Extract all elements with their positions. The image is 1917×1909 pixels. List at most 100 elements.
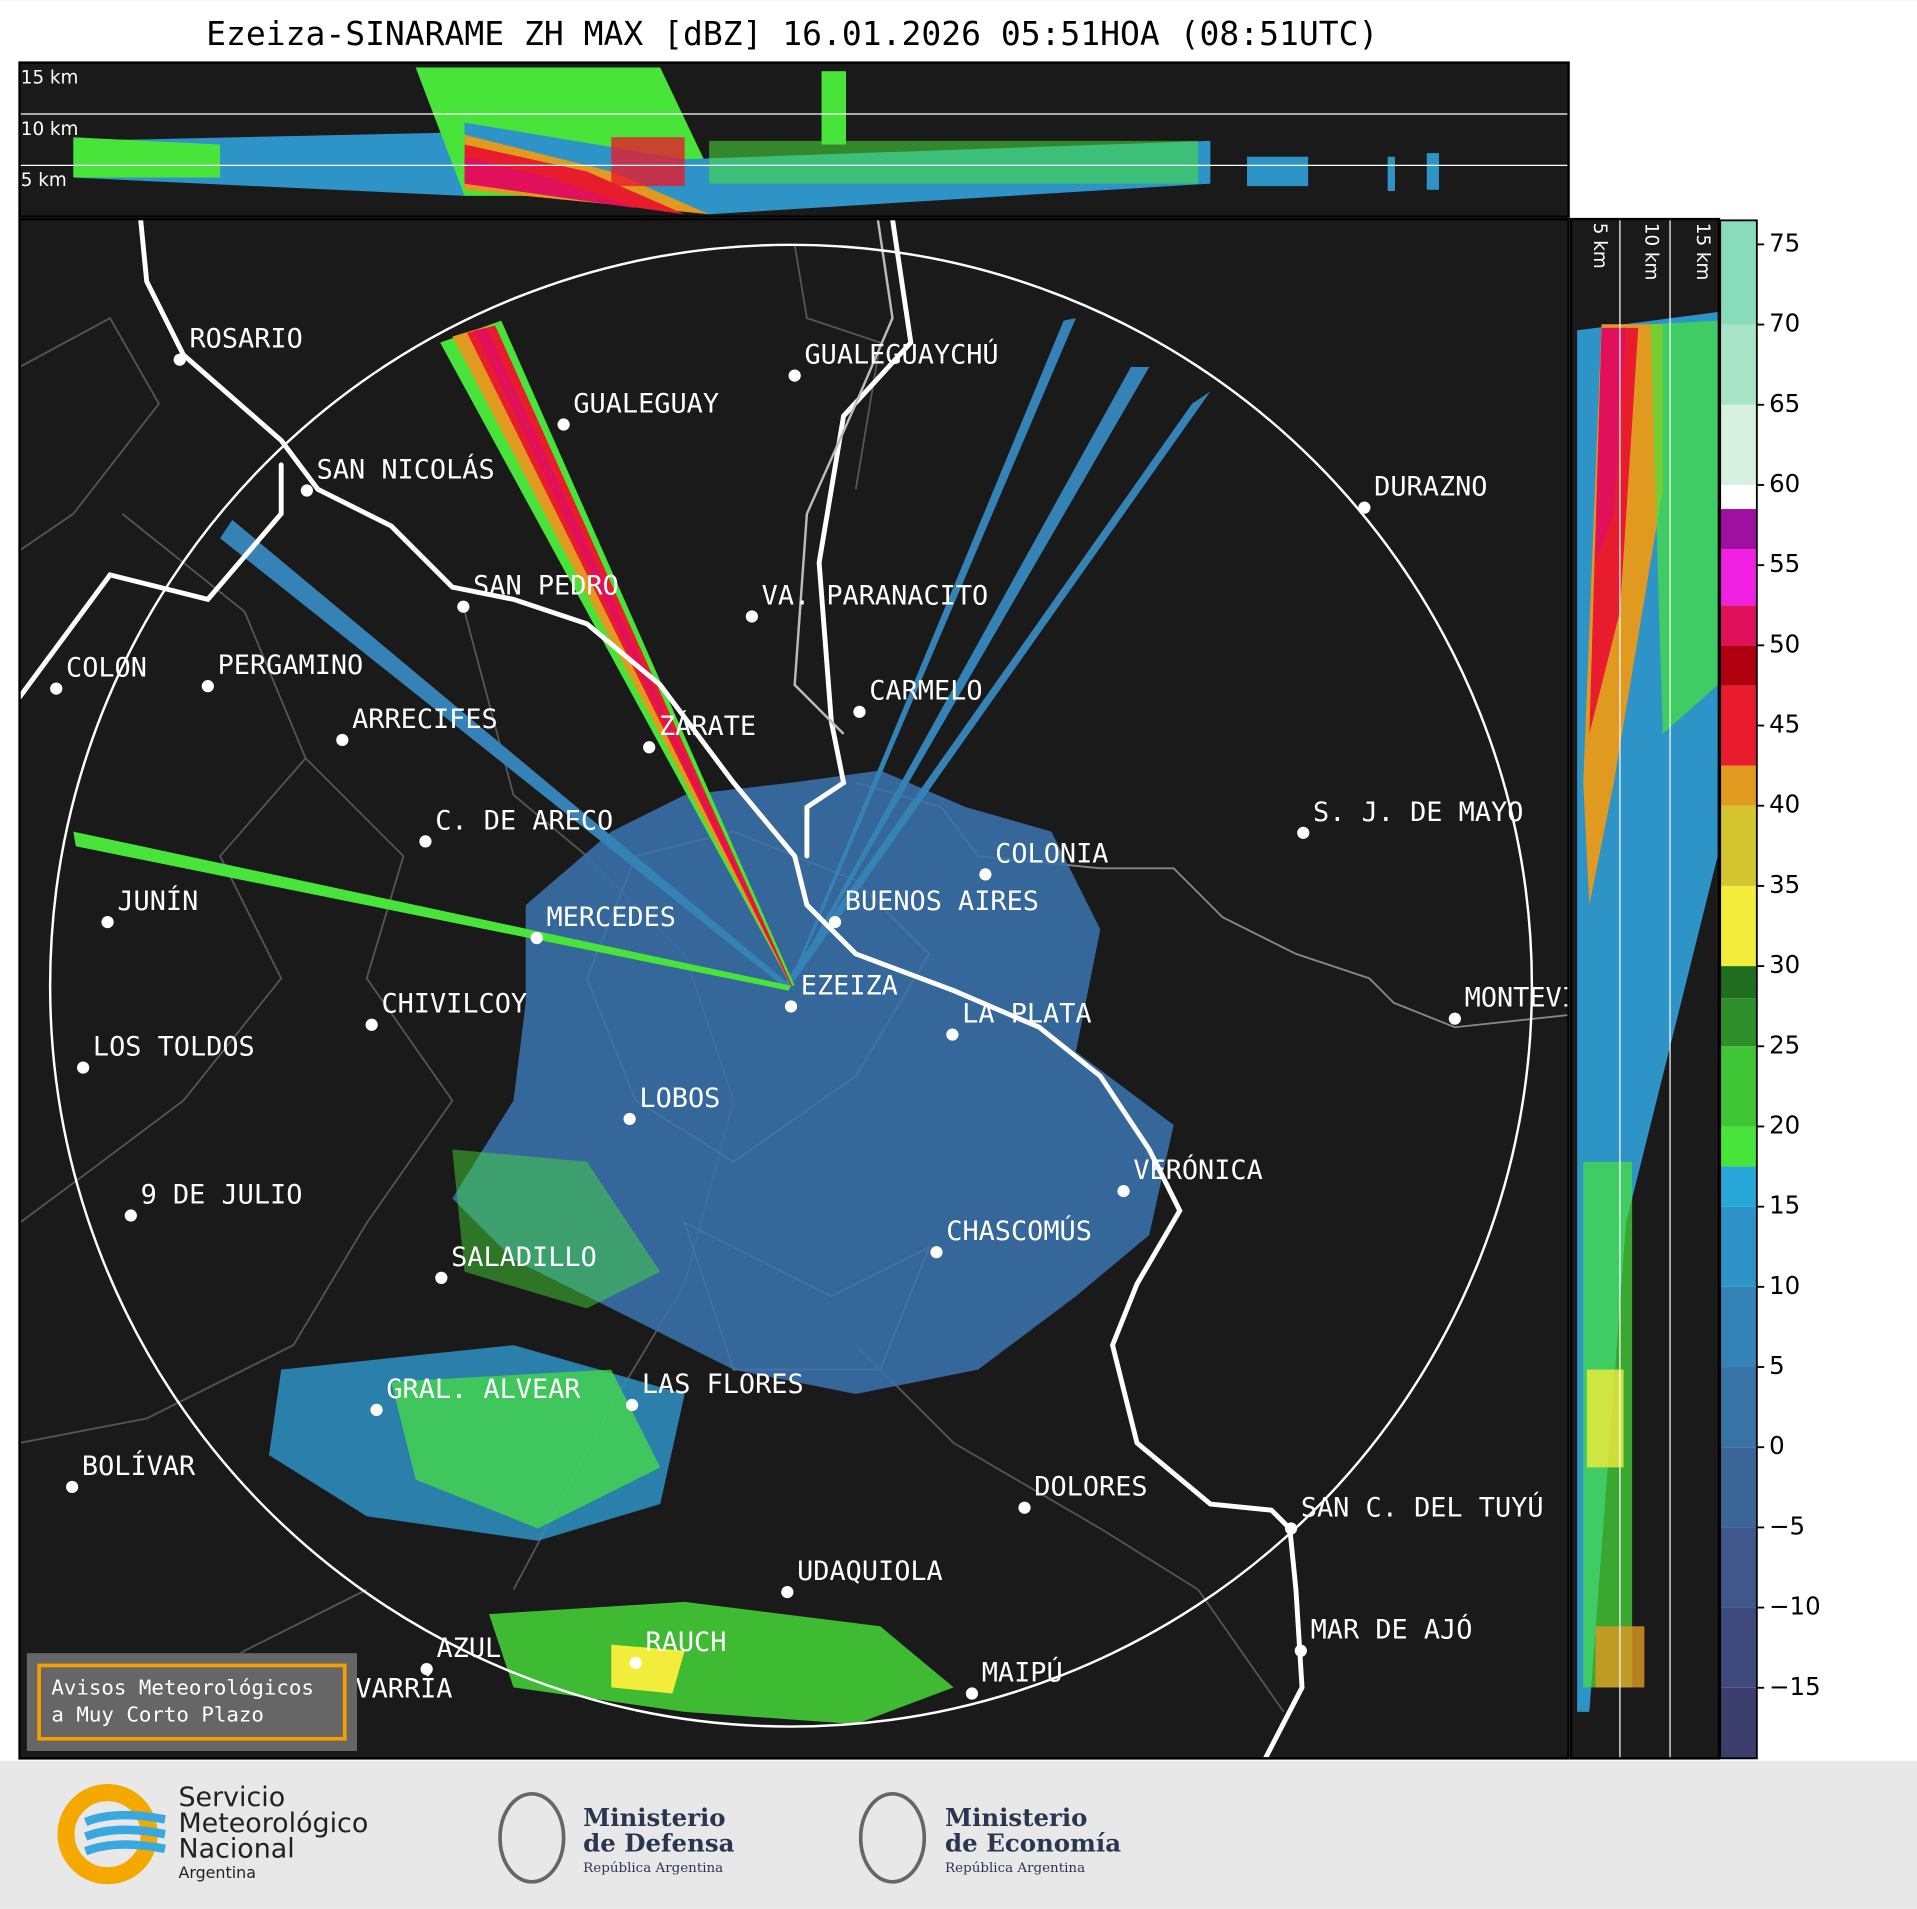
- height-label: 10 km: [1640, 223, 1661, 281]
- city-label: S. J. DE MAYO: [1313, 797, 1523, 828]
- city-label: ROSARIO: [189, 324, 302, 355]
- colorbar-tick-label: 5: [1769, 1351, 1785, 1380]
- city-dot: [557, 418, 570, 431]
- logo-text: de Economía: [945, 1829, 1121, 1858]
- city-dot: [336, 733, 349, 747]
- city-label: LA PLATA: [962, 999, 1091, 1030]
- colorbar-band: [1720, 404, 1757, 485]
- city-label: 9 DE JULIO: [141, 1179, 303, 1210]
- colorbar-band: [1720, 1367, 1757, 1448]
- city-label: MAR DE AJÓ: [1311, 1614, 1473, 1646]
- city-label: RAUCH: [646, 1627, 727, 1658]
- city-label: LAS FLORES: [642, 1369, 804, 1400]
- city-label: MAIPÚ: [982, 1656, 1063, 1688]
- city-label: SAN NICOLÁS: [317, 453, 495, 485]
- top-section: [19, 62, 1569, 217]
- colorbar-band: [1720, 1206, 1757, 1287]
- city-dot: [788, 369, 801, 382]
- defensa-logo: Ministerio de Defensa República Argentin…: [498, 1791, 735, 1884]
- map-frame: [18, 217, 1570, 1760]
- height-label: 5 km: [21, 170, 67, 191]
- city-dot: [419, 835, 432, 848]
- colorbar-band: [1720, 220, 1757, 325]
- logo-text: Argentina: [178, 1863, 255, 1882]
- colorbar-band: [1720, 484, 1757, 510]
- city-label: ZÁRATE: [659, 710, 756, 742]
- city-dot: [745, 610, 758, 623]
- city-dot: [1358, 501, 1371, 514]
- colorbar-band: [1720, 765, 1757, 806]
- city-label: COLON: [66, 653, 147, 684]
- city-label: MERCEDES: [546, 902, 675, 933]
- top-frame: [18, 61, 1570, 218]
- city-dot: [370, 1403, 383, 1417]
- map: ROSARIO GUALEGUAYCHÚ GUALEGUAY SAN NICOLÁS D…: [19, 219, 1569, 1759]
- city-dot: [781, 1585, 794, 1599]
- city-label: SAN C. DEL TUYÚ: [1301, 1491, 1544, 1523]
- city-dot: [1117, 1184, 1130, 1198]
- colorbar-band: [1720, 998, 1757, 1047]
- city-dot: [623, 1112, 636, 1126]
- colorbar-tick-label: 55: [1769, 549, 1800, 578]
- city-label: DOLORES: [1034, 1472, 1147, 1503]
- city-dot: [365, 1018, 378, 1031]
- city-label: JUNÍN: [117, 885, 198, 917]
- height-label: 10 km: [21, 119, 79, 140]
- logo-text: Meteorológico: [178, 1808, 368, 1839]
- city-label: VA. PARANACITO: [762, 580, 989, 611]
- economia-logo: Ministerio de Economía República Argenti…: [858, 1791, 1121, 1884]
- side-frame: [1569, 217, 1721, 1760]
- colorbar-tick-label: −5: [1769, 1511, 1805, 1540]
- colorbar-band: [1720, 1126, 1757, 1167]
- footer-bg: [0, 1760, 1917, 1909]
- city-label: SAN PEDRO: [473, 571, 619, 602]
- city-label: DURAZNO: [1374, 472, 1487, 503]
- logo-text: de Defensa: [583, 1829, 734, 1858]
- city-label: VERÓNICA: [1133, 1154, 1262, 1186]
- smn-logo: Servicio Meteorológico Nacional Argentin…: [57, 1782, 368, 1885]
- city-label: UDAQUIOLA: [797, 1556, 943, 1587]
- city-dot: [1448, 1012, 1461, 1025]
- city-dot: [784, 1000, 798, 1013]
- city-dot: [1297, 826, 1310, 839]
- city-label: BUENOS AIRES: [845, 886, 1039, 917]
- side-section: [1571, 219, 1719, 1759]
- city-label: COLONIA: [995, 838, 1108, 869]
- colorbar-tick-label: 70: [1769, 309, 1800, 338]
- logo-text: Servicio: [178, 1782, 285, 1813]
- colorbar-tick-label: 50: [1769, 629, 1800, 658]
- city-label: CHASCOMÚS: [946, 1215, 1092, 1247]
- colorbar-tick-label: 0: [1769, 1431, 1785, 1460]
- logo-text: República Argentina: [583, 1861, 723, 1876]
- city-dot: [1294, 1644, 1307, 1657]
- city-dot: [979, 868, 992, 881]
- city-label: CHIVILCOY: [381, 989, 527, 1020]
- colorbar-tick-label: −10: [1769, 1592, 1821, 1621]
- city-label: LOS TOLDOS: [93, 1032, 255, 1063]
- city-dot: [629, 1656, 642, 1670]
- colorbar-tick-label: 20: [1769, 1110, 1800, 1139]
- colorbar-tick-label: 45: [1769, 710, 1800, 739]
- colorbar-band: [1720, 509, 1757, 550]
- city-dot: [300, 484, 313, 497]
- city-dot: [625, 1398, 639, 1412]
- city-label: CARMELO: [869, 676, 982, 707]
- city-label: SALADILLO: [451, 1242, 597, 1273]
- city-dot: [420, 1662, 433, 1676]
- city-label: GRAL. ALVEAR: [386, 1374, 581, 1405]
- colorbar-tick-label: 35: [1769, 870, 1800, 899]
- city-dot: [77, 1061, 90, 1074]
- city-dot: [66, 1480, 79, 1494]
- notice-text: a Muy Corto Plazo: [51, 1703, 264, 1727]
- city-dot: [946, 1028, 959, 1041]
- notice-box: [26, 1653, 357, 1752]
- city-dot: [1018, 1501, 1031, 1514]
- city-label: EZEIZA: [801, 970, 898, 1001]
- logo-text: Ministerio: [583, 1803, 725, 1832]
- logo-text: Nacional: [178, 1834, 294, 1865]
- city-label: AZUL: [436, 1633, 501, 1664]
- city-label: LOBOS: [639, 1083, 720, 1114]
- colorbar-band: [1720, 1607, 1757, 1688]
